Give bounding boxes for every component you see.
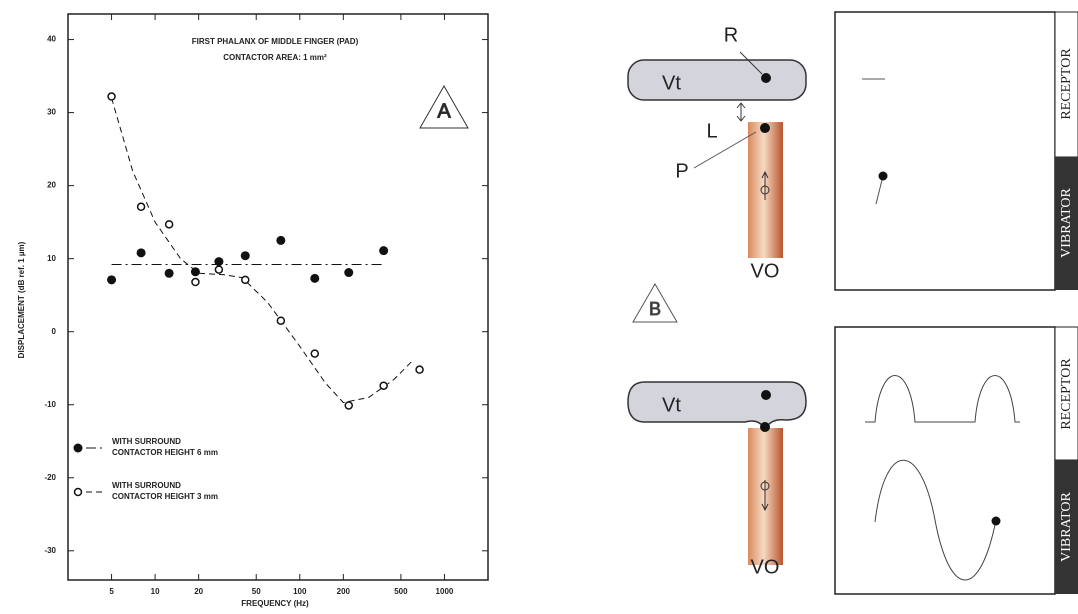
x-tick-label: 5: [109, 587, 114, 596]
skin-label: Vt: [662, 72, 681, 94]
diagram: Vt R L P VO B Vt VO RECEPTOR VIBRATOR: [628, 12, 1078, 594]
probe-tip-label: P: [675, 160, 688, 182]
point: [137, 248, 146, 257]
x-axis-label: FREQUENCY (Hz): [241, 599, 309, 608]
panel-label: VIBRATOR: [1059, 187, 1074, 257]
gap-arrow: [737, 103, 745, 121]
y-tick-label: -30: [44, 546, 56, 555]
legend-marker: [74, 444, 83, 453]
chart-title: FIRST PHALANX OF MIDDLE FINGER (PAD): [192, 37, 359, 46]
point: [242, 276, 249, 283]
point: [138, 203, 145, 210]
figure: FIRST PHALANX OF MIDDLE FINGER (PAD) CON…: [0, 0, 1078, 614]
point: [310, 274, 319, 283]
x-tick-label: 1000: [436, 587, 454, 596]
point: [214, 257, 223, 266]
fit-line: [112, 98, 413, 403]
y-tick-label: 20: [47, 181, 56, 190]
panel-label: VIBRATOR: [1059, 491, 1074, 561]
page: {"chart_data": {"type": "scatter", "titl…: [0, 0, 1078, 614]
x-tick-label: 20: [194, 587, 203, 596]
marker-label: B: [649, 299, 661, 319]
probe-tip: [760, 123, 770, 133]
panel-label: RECEPTOR: [1059, 358, 1074, 430]
point: [345, 402, 352, 409]
y-tick-label: -10: [44, 400, 56, 409]
panel-label: RECEPTOR: [1059, 48, 1074, 120]
annotation: A: [437, 100, 451, 122]
point: [311, 350, 318, 357]
chart: FIRST PHALANX OF MIDDLE FINGER (PAD) CON…: [17, 14, 488, 608]
probe-label: VO: [751, 556, 780, 578]
receptor: [761, 390, 771, 400]
trace: [865, 376, 1020, 423]
point: [165, 269, 174, 278]
y-axis-label: DISPLACEMENT (dB ref. 1 µm): [17, 241, 26, 358]
gap-label: L: [706, 120, 717, 142]
point: [192, 279, 199, 286]
pointer: [694, 132, 756, 168]
point: [107, 275, 116, 284]
x-tick-label: 50: [252, 587, 261, 596]
trace-dot: [879, 172, 888, 181]
point: [416, 366, 423, 373]
x-tick-label: 500: [394, 587, 408, 596]
receptor: [761, 73, 771, 83]
point: [379, 246, 388, 255]
trace: [875, 460, 996, 580]
panel: [835, 12, 1055, 290]
x-tick-label: 10: [151, 587, 160, 596]
point: [276, 236, 285, 245]
skin: [628, 382, 806, 430]
skin: [628, 60, 806, 100]
point: [277, 317, 284, 324]
x-tick-label: 100: [293, 587, 307, 596]
point: [215, 266, 222, 273]
point: [380, 382, 387, 389]
skin-label: Vt: [662, 394, 681, 416]
y-tick-label: 10: [47, 254, 56, 263]
point: [166, 221, 173, 228]
panel: [835, 327, 1055, 594]
y-tick-label: 0: [52, 327, 57, 336]
trace-dot: [992, 517, 1001, 526]
legend-marker: [75, 489, 82, 496]
receptor-label: R: [724, 24, 738, 46]
x-tick-label: 200: [337, 587, 351, 596]
y-tick-label: 30: [47, 108, 56, 117]
point: [344, 268, 353, 277]
y-tick-label: -20: [44, 473, 56, 482]
chart-subtitle: CONTACTOR AREA: 1 mm²: [223, 53, 327, 62]
point: [108, 93, 115, 100]
probe-label: VO: [751, 260, 780, 282]
point: [241, 251, 250, 260]
probe-tip: [760, 422, 770, 432]
y-tick-label: 40: [47, 35, 56, 44]
